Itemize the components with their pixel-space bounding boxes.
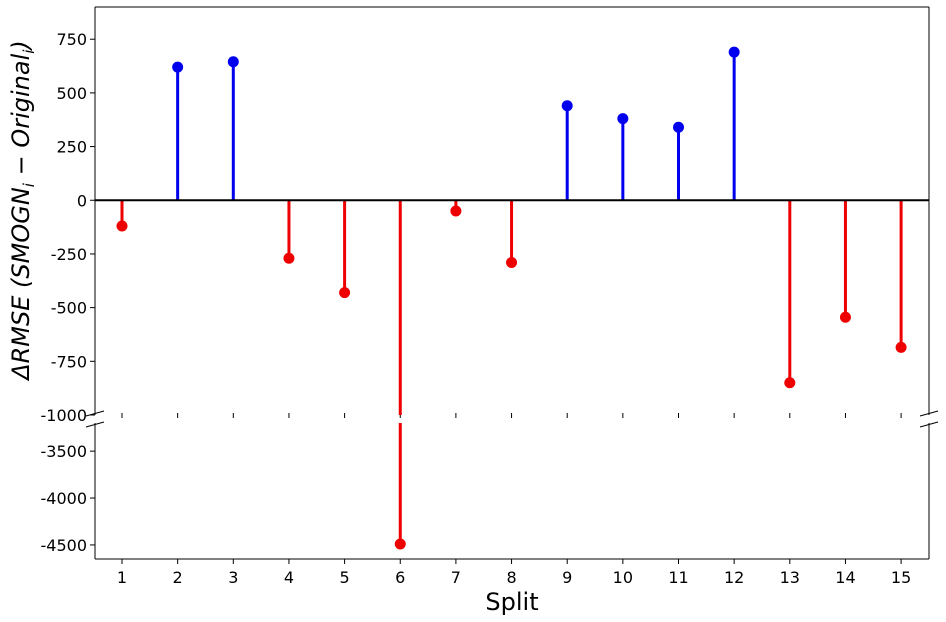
y-axis-title-sub1: i: [20, 182, 38, 187]
upper-y-tick-label: 0: [77, 191, 87, 210]
x-tick-label: 11: [668, 568, 688, 587]
upper-y-tick-label: 250: [56, 138, 87, 157]
stem-marker: [784, 377, 796, 389]
upper-y-tick-label: -500: [51, 299, 87, 318]
x-tick-label: 3: [228, 568, 238, 587]
x-tick-label: 14: [835, 568, 855, 587]
upper-y-tick-label: 500: [56, 84, 87, 103]
x-tick-label: 7: [451, 568, 461, 587]
lower-y-tick-label: -4500: [41, 536, 88, 555]
upper-y-tick-label: 750: [56, 30, 87, 49]
stem-marker: [673, 121, 684, 133]
stem-marker: [450, 205, 462, 217]
x-tick-label: 2: [173, 568, 183, 587]
stem-marker: [561, 100, 573, 112]
y-axis-title: ΔRMSE (SMOGNi − Originali): [7, 40, 38, 382]
x-tick-label: 12: [724, 568, 744, 587]
axis-break-mark-right-2: [919, 421, 939, 428]
upper-y-tick-label: -750: [51, 352, 87, 371]
y-axis-title-suffix: ): [7, 40, 35, 51]
markers-group: [116, 46, 907, 550]
x-tick-label: 10: [613, 568, 633, 587]
x-tick-label: 8: [506, 568, 516, 587]
axis-break-mark-left-1: [85, 410, 105, 417]
axis-break-mark-left-2: [85, 421, 105, 428]
stems-group: [120, 52, 903, 544]
x-tick-label: 4: [284, 568, 294, 587]
x-tick-label: 6: [395, 568, 405, 587]
y-axis-title-prefix: ΔRMSE (SMOGN: [7, 187, 35, 382]
lower-y-tick-label: -4000: [41, 489, 88, 508]
upper-y-tick-label: -1000: [41, 406, 88, 425]
stem-marker: [172, 61, 184, 73]
y-axis-title-mid: − Original: [7, 53, 35, 183]
stem-marker: [339, 287, 351, 299]
x-tick-label: 13: [780, 568, 800, 587]
stem-marker: [839, 311, 851, 323]
x-axis-title: Split: [485, 588, 538, 616]
y-axis-title-sub2: i: [20, 49, 38, 54]
lower-y-axis: -3500 -4000 -4500: [41, 442, 95, 555]
axis-break-mark-right-1: [919, 410, 939, 417]
x-tick-label: 5: [340, 568, 350, 587]
x-tick-label: 15: [891, 568, 911, 587]
stem-marker: [728, 46, 740, 58]
x-tick-label: 9: [562, 568, 572, 587]
stem-marker: [394, 538, 406, 550]
x-axis: 1 2 3 4 5 6 7 8 9 10 11 12 13 14 15: [117, 413, 911, 587]
stem-marker: [506, 257, 518, 269]
x-tick-label: 1: [117, 568, 127, 587]
lower-y-tick-label: -3500: [41, 442, 88, 461]
stem-marker: [283, 252, 295, 264]
stem-marker: [617, 113, 629, 125]
upper-y-axis: 750 500 250 0 -250 -500 -750 -1000: [41, 30, 95, 425]
stem-marker: [227, 56, 239, 68]
stem-marker: [895, 341, 907, 353]
upper-y-tick-label: -250: [51, 245, 87, 264]
stem-marker: [116, 220, 128, 232]
